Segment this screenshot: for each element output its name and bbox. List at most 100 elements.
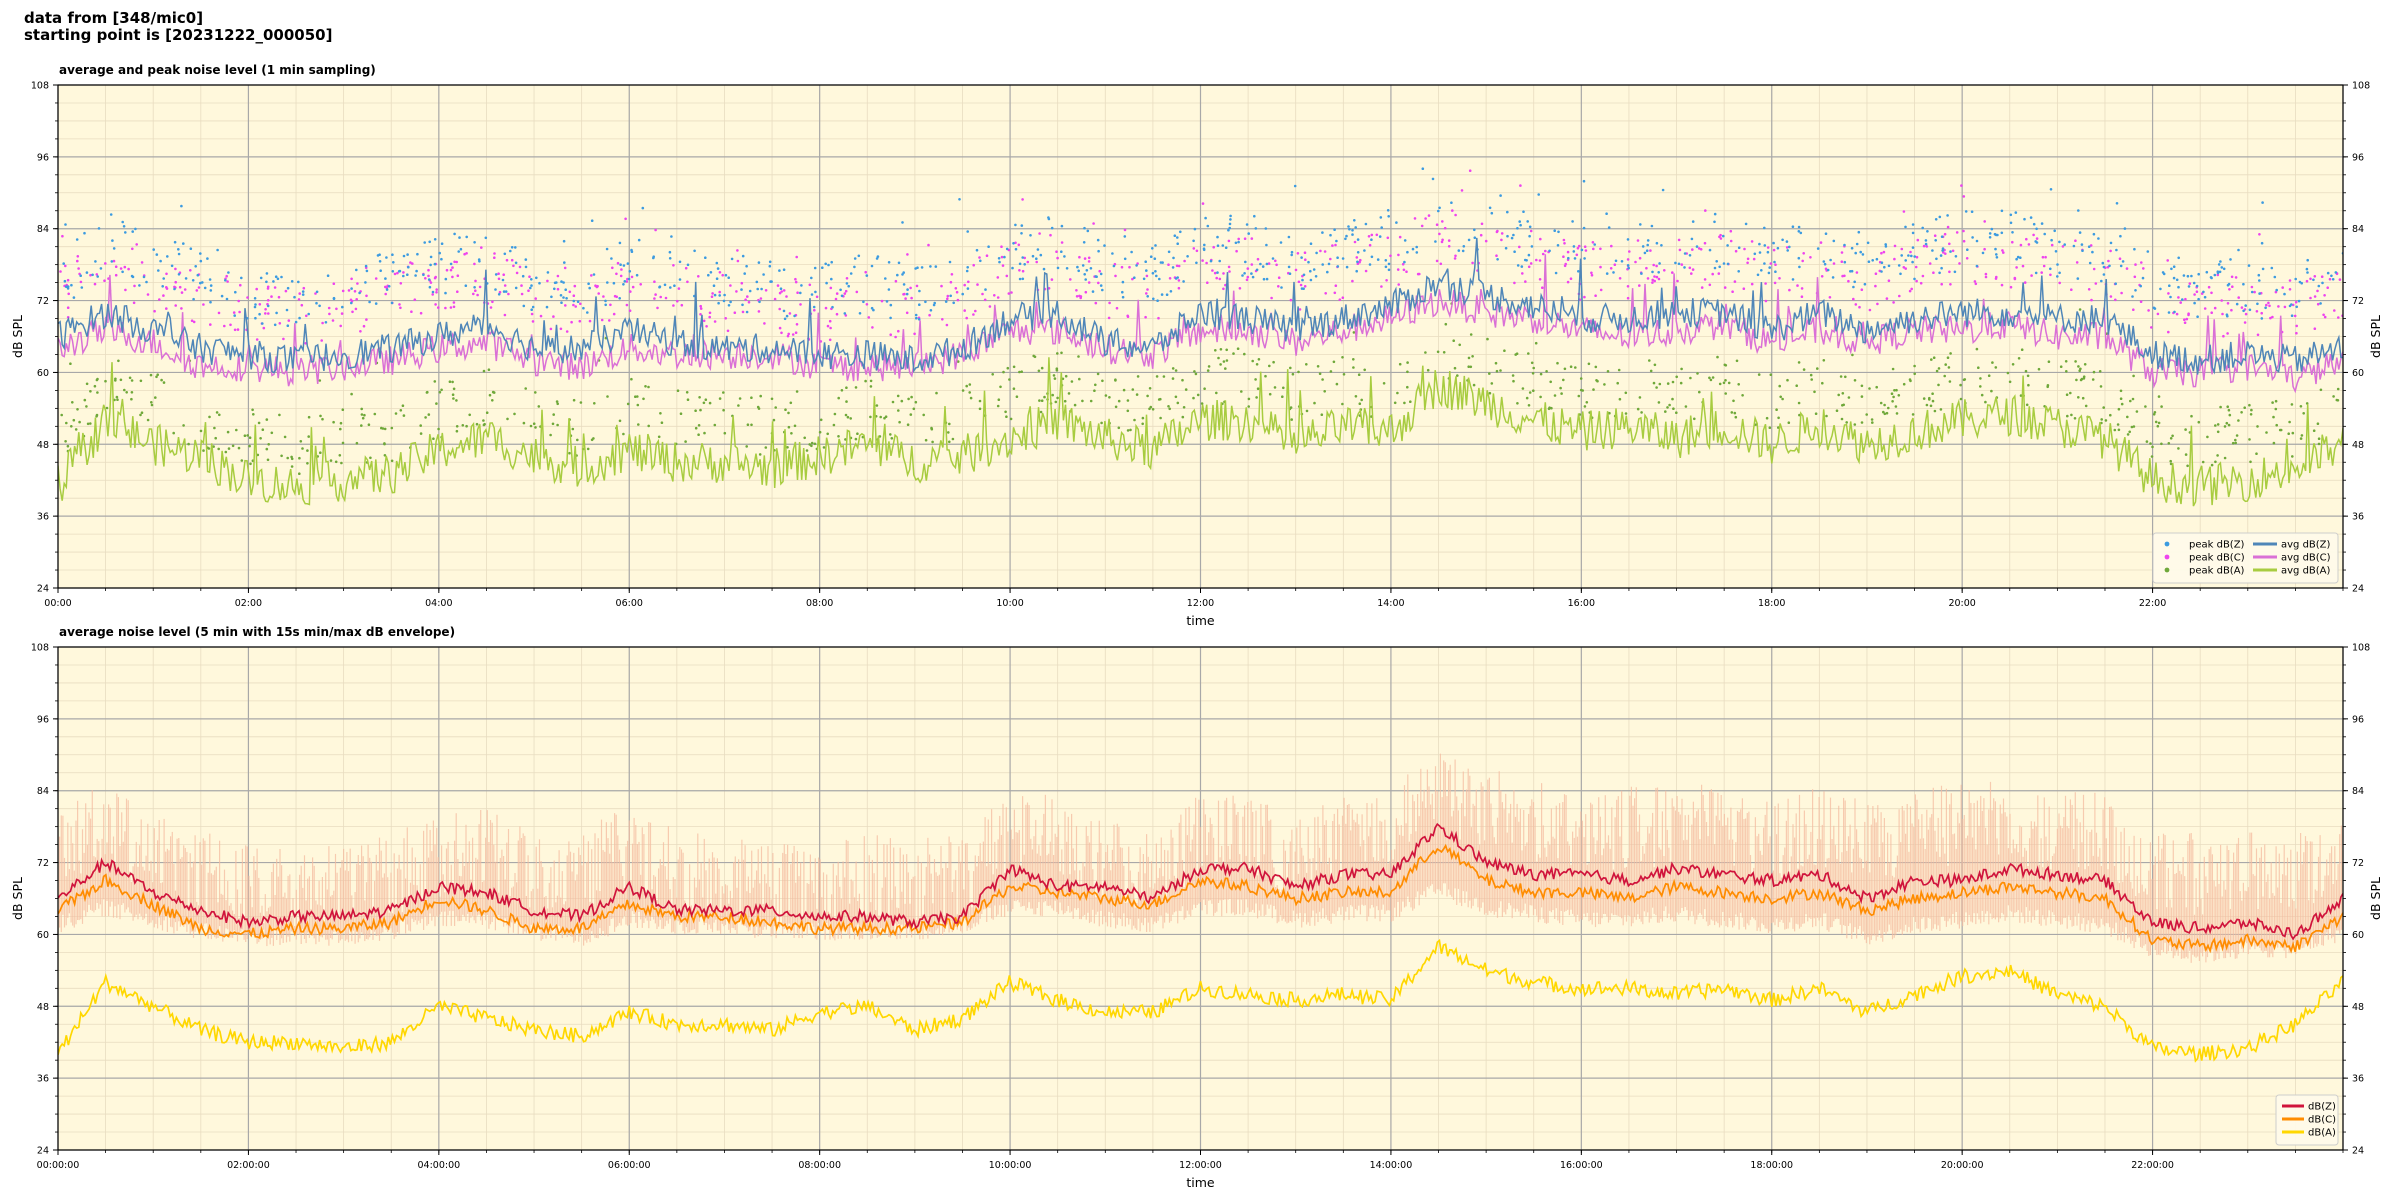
peak-point bbox=[451, 380, 454, 384]
peak-point bbox=[341, 408, 345, 412]
peak-point bbox=[641, 206, 645, 210]
peak-point bbox=[747, 300, 751, 304]
peak-point bbox=[2058, 240, 2061, 244]
peak-point bbox=[831, 305, 834, 309]
peak-point bbox=[1902, 382, 1906, 386]
peak-point bbox=[276, 277, 280, 281]
peak-point bbox=[1948, 270, 1951, 274]
peak-point bbox=[1703, 241, 1707, 245]
peak-point bbox=[445, 268, 449, 272]
peak-point bbox=[358, 291, 361, 295]
peak-point bbox=[1940, 235, 1944, 238]
peak-point bbox=[1594, 294, 1597, 298]
peak-point bbox=[1387, 262, 1391, 266]
peak-point bbox=[91, 273, 94, 277]
peak-point bbox=[1832, 239, 1836, 243]
peak-point bbox=[64, 264, 67, 268]
peak-point bbox=[363, 413, 366, 417]
y-tick-label-right: 48 bbox=[2352, 440, 2364, 451]
peak-point bbox=[1364, 269, 1368, 273]
peak-point bbox=[146, 293, 150, 296]
peak-point bbox=[419, 424, 423, 427]
peak-point bbox=[2135, 410, 2139, 413]
peak-point bbox=[1850, 246, 1854, 250]
peak-point bbox=[1984, 275, 1988, 279]
peak-point bbox=[209, 284, 213, 287]
peak-point bbox=[972, 313, 975, 316]
peak-point bbox=[1331, 244, 1334, 247]
peak-point bbox=[1488, 206, 1492, 210]
peak-point bbox=[1094, 301, 1098, 305]
peak-point bbox=[1737, 270, 1740, 273]
peak-point bbox=[1732, 399, 1735, 403]
peak-point bbox=[1781, 238, 1784, 242]
peak-point bbox=[1840, 251, 1844, 254]
peak-point bbox=[1216, 271, 1219, 274]
peak-point bbox=[896, 273, 899, 277]
peak-point bbox=[1583, 257, 1586, 260]
peak-point bbox=[350, 287, 353, 290]
peak-point bbox=[1769, 373, 1773, 377]
peak-point bbox=[1351, 233, 1354, 236]
peak-point bbox=[1145, 292, 1148, 295]
peak-point bbox=[2195, 284, 2199, 288]
peak-point bbox=[1151, 408, 1155, 411]
peak-point bbox=[793, 314, 796, 318]
peak-point bbox=[773, 297, 777, 301]
peak-point bbox=[1021, 256, 1024, 259]
peak-point bbox=[2295, 305, 2298, 309]
peak-point bbox=[818, 430, 822, 434]
peak-point bbox=[849, 272, 853, 275]
peak-point bbox=[757, 407, 761, 410]
peak-point bbox=[1560, 392, 1563, 395]
peak-point bbox=[588, 319, 592, 323]
peak-point bbox=[1743, 247, 1746, 251]
peak-point bbox=[1056, 352, 1059, 355]
peak-point bbox=[2320, 275, 2324, 279]
peak-point bbox=[1548, 249, 1551, 253]
peak-point bbox=[1824, 267, 1828, 271]
peak-point bbox=[273, 286, 277, 289]
peak-point bbox=[1309, 269, 1312, 273]
peak-point bbox=[1296, 252, 1300, 255]
peak-point bbox=[451, 393, 455, 397]
peak-point bbox=[1880, 261, 1884, 265]
peak-point bbox=[438, 390, 442, 394]
peak-point bbox=[1356, 238, 1360, 241]
peak-point bbox=[998, 260, 1001, 264]
peak-point bbox=[2260, 241, 2264, 245]
envelope-band bbox=[58, 753, 2343, 963]
peak-point bbox=[160, 378, 163, 382]
peak-point bbox=[1620, 260, 1624, 263]
peak-point bbox=[1891, 367, 1895, 371]
peak-point bbox=[321, 417, 324, 421]
peak-point bbox=[307, 312, 311, 316]
peak-point bbox=[1104, 394, 1108, 397]
peak-point bbox=[612, 312, 616, 316]
peak-point bbox=[1816, 247, 1820, 250]
peak-point bbox=[2169, 295, 2172, 299]
peak-point bbox=[63, 279, 67, 283]
peak-point bbox=[264, 308, 267, 311]
peak-point bbox=[920, 266, 924, 269]
peak-point bbox=[1338, 298, 1342, 302]
y-tick-label-left: 72 bbox=[37, 858, 49, 869]
peak-point bbox=[902, 271, 905, 274]
peak-point bbox=[829, 326, 832, 330]
peak-point bbox=[1142, 277, 1146, 281]
peak-point bbox=[2050, 238, 2053, 242]
peak-point bbox=[1193, 370, 1196, 373]
peak-point bbox=[2218, 270, 2222, 274]
peak-point bbox=[476, 293, 479, 297]
peak-point bbox=[1271, 257, 1275, 260]
peak-point bbox=[1480, 222, 1484, 226]
peak-point bbox=[1520, 265, 1524, 268]
peak-point bbox=[770, 280, 773, 283]
peak-point bbox=[1299, 283, 1303, 287]
peak-point bbox=[1174, 369, 1178, 372]
peak-point bbox=[1916, 238, 1920, 242]
peak-point bbox=[1250, 272, 1253, 275]
peak-point bbox=[1247, 405, 1250, 408]
peak-point bbox=[360, 424, 363, 427]
